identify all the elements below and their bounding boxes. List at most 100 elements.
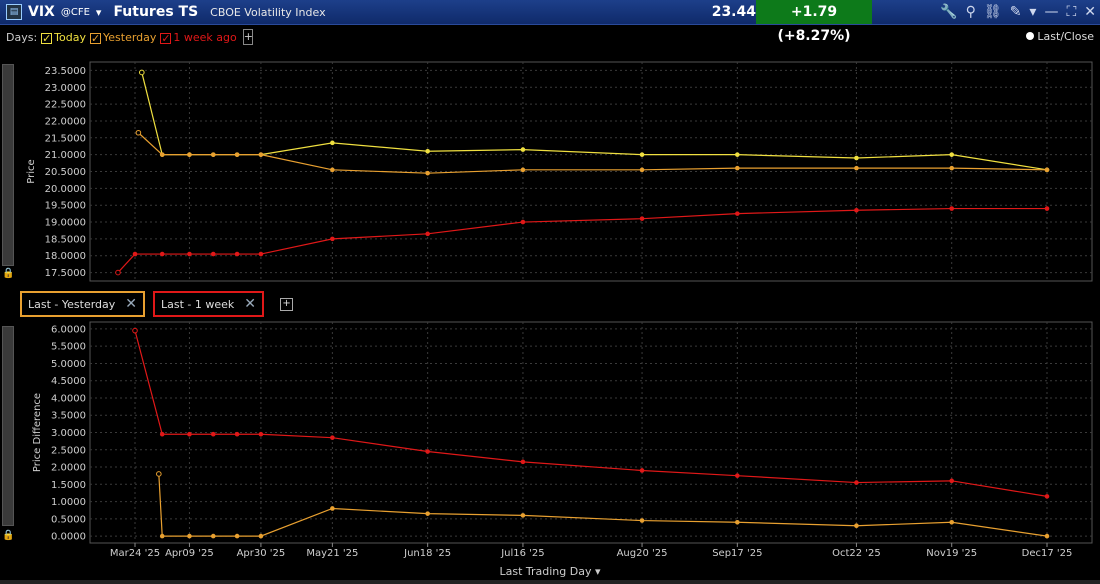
x-tick-label: May21 '25: [306, 548, 358, 559]
data-point: [425, 511, 430, 516]
last-close-legend: Last/Close: [1026, 30, 1094, 43]
top-chart-scrollbar[interactable]: [2, 64, 14, 266]
data-point: [1044, 206, 1050, 211]
data-point: [949, 519, 955, 525]
price-change-badge: +1.79 (+8.27%): [756, 0, 872, 44]
close-icon[interactable]: ✕: [125, 296, 138, 312]
y-tick-label: 4.0000: [51, 393, 86, 404]
symbol-label[interactable]: VIX: [28, 4, 55, 20]
data-point: [949, 152, 955, 157]
data-point: [949, 478, 955, 484]
x-tick-label: Jun18 '25: [403, 548, 451, 559]
data-point: [735, 165, 740, 171]
yesterday-label: Yesterday: [103, 30, 157, 44]
y-tick-label: 21.0000: [45, 150, 86, 161]
x-axis-title[interactable]: Last Trading Day ▾: [0, 565, 1100, 578]
data-point: [735, 519, 740, 525]
link-icon[interactable]: ⛓: [983, 4, 1002, 20]
close-icon[interactable]: ✕: [1084, 4, 1096, 20]
today-label: Today: [54, 30, 86, 44]
pin-icon[interactable]: ✎: [1009, 4, 1022, 20]
add-tab-button[interactable]: +: [280, 297, 294, 311]
y-tick-label: 0.0000: [51, 532, 86, 543]
data-point: [854, 480, 859, 485]
data-point: [115, 269, 121, 276]
data-point: [639, 167, 645, 173]
tab-label: Last - 1 week: [161, 297, 235, 311]
data-point: [210, 152, 216, 157]
lock-icon[interactable]: 🔒: [2, 530, 15, 541]
minimize-icon[interactable]: —: [1044, 4, 1059, 20]
x-tick-label: Jul16 '25: [500, 548, 544, 559]
bottom-scrollbar[interactable]: [0, 580, 1100, 584]
y-tick-label: 5.0000: [51, 359, 86, 370]
data-point: [187, 431, 192, 437]
data-point: [159, 533, 165, 539]
data-point: [520, 219, 526, 225]
difference-tabs: Last - Yesterday ✕ Last - 1 week ✕ +: [20, 290, 294, 318]
maximize-icon[interactable]: ⛶: [1066, 4, 1077, 20]
y-tick-label: 20.0000: [45, 184, 86, 195]
week-toggle[interactable]: ✓ 1 week ago: [160, 30, 237, 45]
data-point: [425, 231, 430, 237]
series-line: [117, 207, 1047, 273]
data-point: [258, 431, 264, 437]
tab-last-1-week[interactable]: Last - 1 week ✕: [153, 291, 265, 317]
data-point: [854, 155, 859, 161]
data-point: [330, 236, 335, 242]
y-tick-label: 0.5000: [51, 514, 86, 525]
tab-last-yesterday[interactable]: Last - Yesterday ✕: [20, 291, 146, 317]
data-point: [425, 449, 430, 454]
data-point: [159, 431, 165, 437]
legend-dot-icon: [1026, 32, 1035, 40]
data-point: [330, 506, 335, 511]
checkbox-icon[interactable]: ✓: [90, 31, 101, 45]
data-point: [210, 251, 216, 257]
y-tick-label: 18.0000: [45, 251, 86, 262]
bottom-chart-scrollbar[interactable]: [2, 326, 14, 526]
exchange-label[interactable]: @CFE: [60, 6, 90, 18]
lock-icon[interactable]: 🔒: [2, 268, 15, 279]
data-point: [639, 216, 645, 221]
menu-dropdown-icon[interactable]: ▾: [1029, 4, 1037, 20]
yesterday-toggle[interactable]: ✓ Yesterday: [90, 31, 156, 44]
data-point: [187, 533, 192, 539]
x-tick-label: Nov19 '25: [926, 548, 977, 559]
y-tick-label: 1.5000: [51, 480, 86, 491]
data-point: [520, 513, 526, 518]
data-point: [139, 69, 145, 76]
add-day-button[interactable]: +: [242, 29, 253, 45]
checkbox-icon[interactable]: ✓: [41, 31, 53, 45]
x-tick-label: Apr30 '25: [237, 548, 286, 559]
series-line: [158, 473, 1048, 537]
data-point: [854, 523, 859, 529]
x-axis-title-label: Last Trading Day: [499, 565, 592, 578]
data-point: [330, 140, 335, 146]
week-label: 1 week ago: [173, 30, 237, 44]
data-point: [234, 431, 240, 437]
data-point: [854, 207, 859, 213]
y-tick-label: 5.5000: [51, 342, 86, 353]
data-point: [425, 170, 430, 176]
chevron-down-icon[interactable]: ▾: [594, 565, 601, 578]
symbol-dropdown-icon[interactable]: ▾: [95, 5, 102, 19]
title-left: ▤ VIX @CFE ▾ Futures TS CBOE Volatility …: [0, 4, 326, 20]
data-point: [1044, 494, 1050, 499]
data-point: [520, 167, 526, 173]
data-point: [210, 431, 216, 437]
y-tick-label: 22.0000: [45, 116, 86, 127]
window-subtitle: CBOE Volatility Index: [210, 5, 326, 19]
data-point: [159, 152, 165, 157]
close-icon[interactable]: ✕: [244, 296, 257, 312]
data-point: [735, 211, 740, 216]
checkbox-icon[interactable]: ✓: [160, 31, 172, 45]
data-point: [234, 533, 240, 539]
data-point: [258, 152, 264, 157]
window-icon[interactable]: ▤: [6, 4, 22, 20]
today-toggle[interactable]: ✓ Today: [41, 31, 86, 44]
title-bar: ▤ VIX @CFE ▾ Futures TS CBOE Volatility …: [0, 0, 1100, 44]
y-tick-label: 23.5000: [45, 66, 86, 77]
wrench-icon[interactable]: 🔧: [940, 4, 958, 20]
search-icon[interactable]: ⚲: [965, 4, 976, 20]
